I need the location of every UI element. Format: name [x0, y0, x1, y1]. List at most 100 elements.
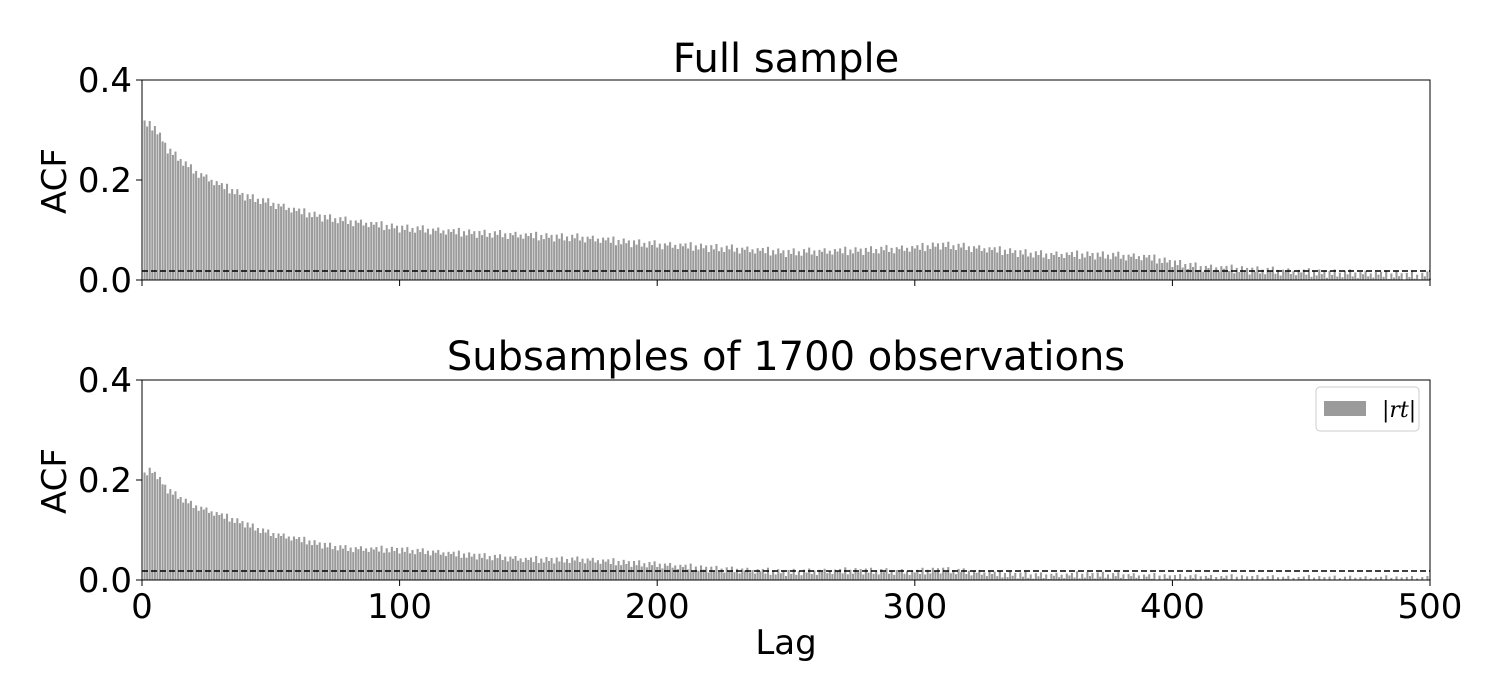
acf-bar — [282, 533, 285, 580]
acf-bar — [465, 557, 468, 580]
acf-bar — [1318, 269, 1321, 280]
panel-title: Subsamples of 1700 observations — [447, 334, 1125, 380]
acf-bar — [545, 557, 548, 580]
acf-bar — [1109, 578, 1112, 580]
acf-bar — [960, 247, 963, 280]
acf-bar — [882, 572, 885, 580]
acf-bar — [877, 574, 880, 580]
acf-bar — [1410, 271, 1413, 280]
acf-bar — [504, 556, 507, 580]
acf-bar — [764, 253, 767, 280]
acf-bar — [795, 255, 798, 280]
acf-bar — [622, 559, 625, 580]
acf-bar — [545, 233, 548, 280]
acf-bar — [1019, 250, 1022, 280]
acf-bar — [195, 170, 198, 280]
acf-bar — [393, 550, 396, 580]
acf-bar — [401, 547, 404, 580]
acf-bar — [875, 570, 878, 581]
acf-bar — [468, 229, 471, 280]
acf-bar — [622, 238, 625, 280]
acf-bar — [944, 571, 947, 580]
acf-bar — [875, 249, 878, 280]
acf-bar — [978, 570, 981, 580]
acf-bar — [496, 234, 499, 280]
acf-bar — [1197, 270, 1200, 280]
acf-bar — [885, 568, 888, 580]
acf-bar — [1145, 257, 1148, 280]
acf-bar — [993, 247, 996, 280]
acf-bar — [380, 221, 383, 280]
acf-bar — [864, 247, 867, 280]
acf-bar — [1032, 578, 1035, 580]
acf-bar — [1331, 274, 1334, 280]
acf-bar — [746, 246, 749, 280]
acf-bar — [1052, 255, 1055, 280]
acf-bar — [681, 246, 684, 280]
acf-bar — [295, 539, 298, 580]
acf-bar — [911, 246, 914, 280]
acf-bar — [429, 555, 432, 580]
acf-bar — [602, 559, 605, 580]
acf-bar — [1390, 577, 1393, 580]
acf-bar — [926, 569, 929, 580]
y-tick-label: 0.4 — [78, 361, 132, 401]
acf-bar — [1047, 259, 1050, 280]
acf-bar — [169, 489, 172, 580]
acf-bar — [511, 558, 514, 580]
acf-bar — [877, 253, 880, 280]
acf-bar — [143, 120, 146, 280]
acf-bar — [854, 568, 857, 580]
acf-bar — [1145, 576, 1148, 580]
acf-bar — [1063, 578, 1066, 580]
acf-bar — [653, 240, 656, 280]
acf-bar — [754, 573, 757, 580]
acf-bar — [1078, 578, 1081, 580]
acf-bar — [764, 573, 767, 580]
acf-bar — [200, 506, 203, 580]
acf-bar — [233, 522, 236, 580]
acf-bar — [797, 251, 800, 280]
acf-bar — [895, 247, 898, 280]
acf-bar — [1073, 257, 1076, 280]
acf-bar — [936, 243, 940, 280]
acf-bar — [702, 248, 705, 280]
acf-bar — [1377, 274, 1380, 280]
acf-bar — [236, 518, 239, 580]
panel-subsamples: Subsamples of 1700 observations 0 100 200 3… — [35, 334, 1462, 663]
acf-bar — [1210, 264, 1213, 281]
acf-bar — [607, 237, 610, 280]
acf-bar — [537, 240, 540, 280]
acf-bar — [851, 253, 855, 280]
acf-bar — [184, 161, 187, 280]
acf-bar — [967, 246, 970, 280]
acf-bar — [1233, 273, 1236, 280]
acf-bar — [756, 248, 759, 280]
acf-bar — [218, 515, 221, 580]
acf-bar — [1328, 270, 1331, 280]
acf-bar — [872, 573, 875, 580]
acf-bar — [450, 232, 453, 280]
acf-bar — [1264, 274, 1267, 280]
acf-bar — [712, 249, 715, 280]
acf-bar — [988, 571, 991, 580]
acf-bar — [1099, 576, 1102, 580]
acf-bar — [730, 566, 733, 580]
acf-bar — [1364, 270, 1367, 280]
acf-bar — [499, 230, 502, 280]
acf-bar — [1009, 571, 1012, 580]
acf-bar — [159, 477, 162, 580]
acf-bar — [1351, 276, 1354, 280]
acf-bar — [246, 522, 249, 580]
x-tick-label: 0 — [131, 587, 153, 627]
acf-bar — [1295, 275, 1298, 280]
acf-bar — [406, 224, 409, 280]
acf-bar — [743, 249, 746, 280]
acf-bar — [553, 241, 556, 280]
acf-bar — [264, 202, 267, 280]
acf-bar — [298, 208, 301, 280]
acf-bar — [174, 491, 177, 580]
acf-bar — [269, 206, 272, 280]
acf-bar — [1137, 256, 1140, 281]
acf-bar — [215, 181, 218, 280]
